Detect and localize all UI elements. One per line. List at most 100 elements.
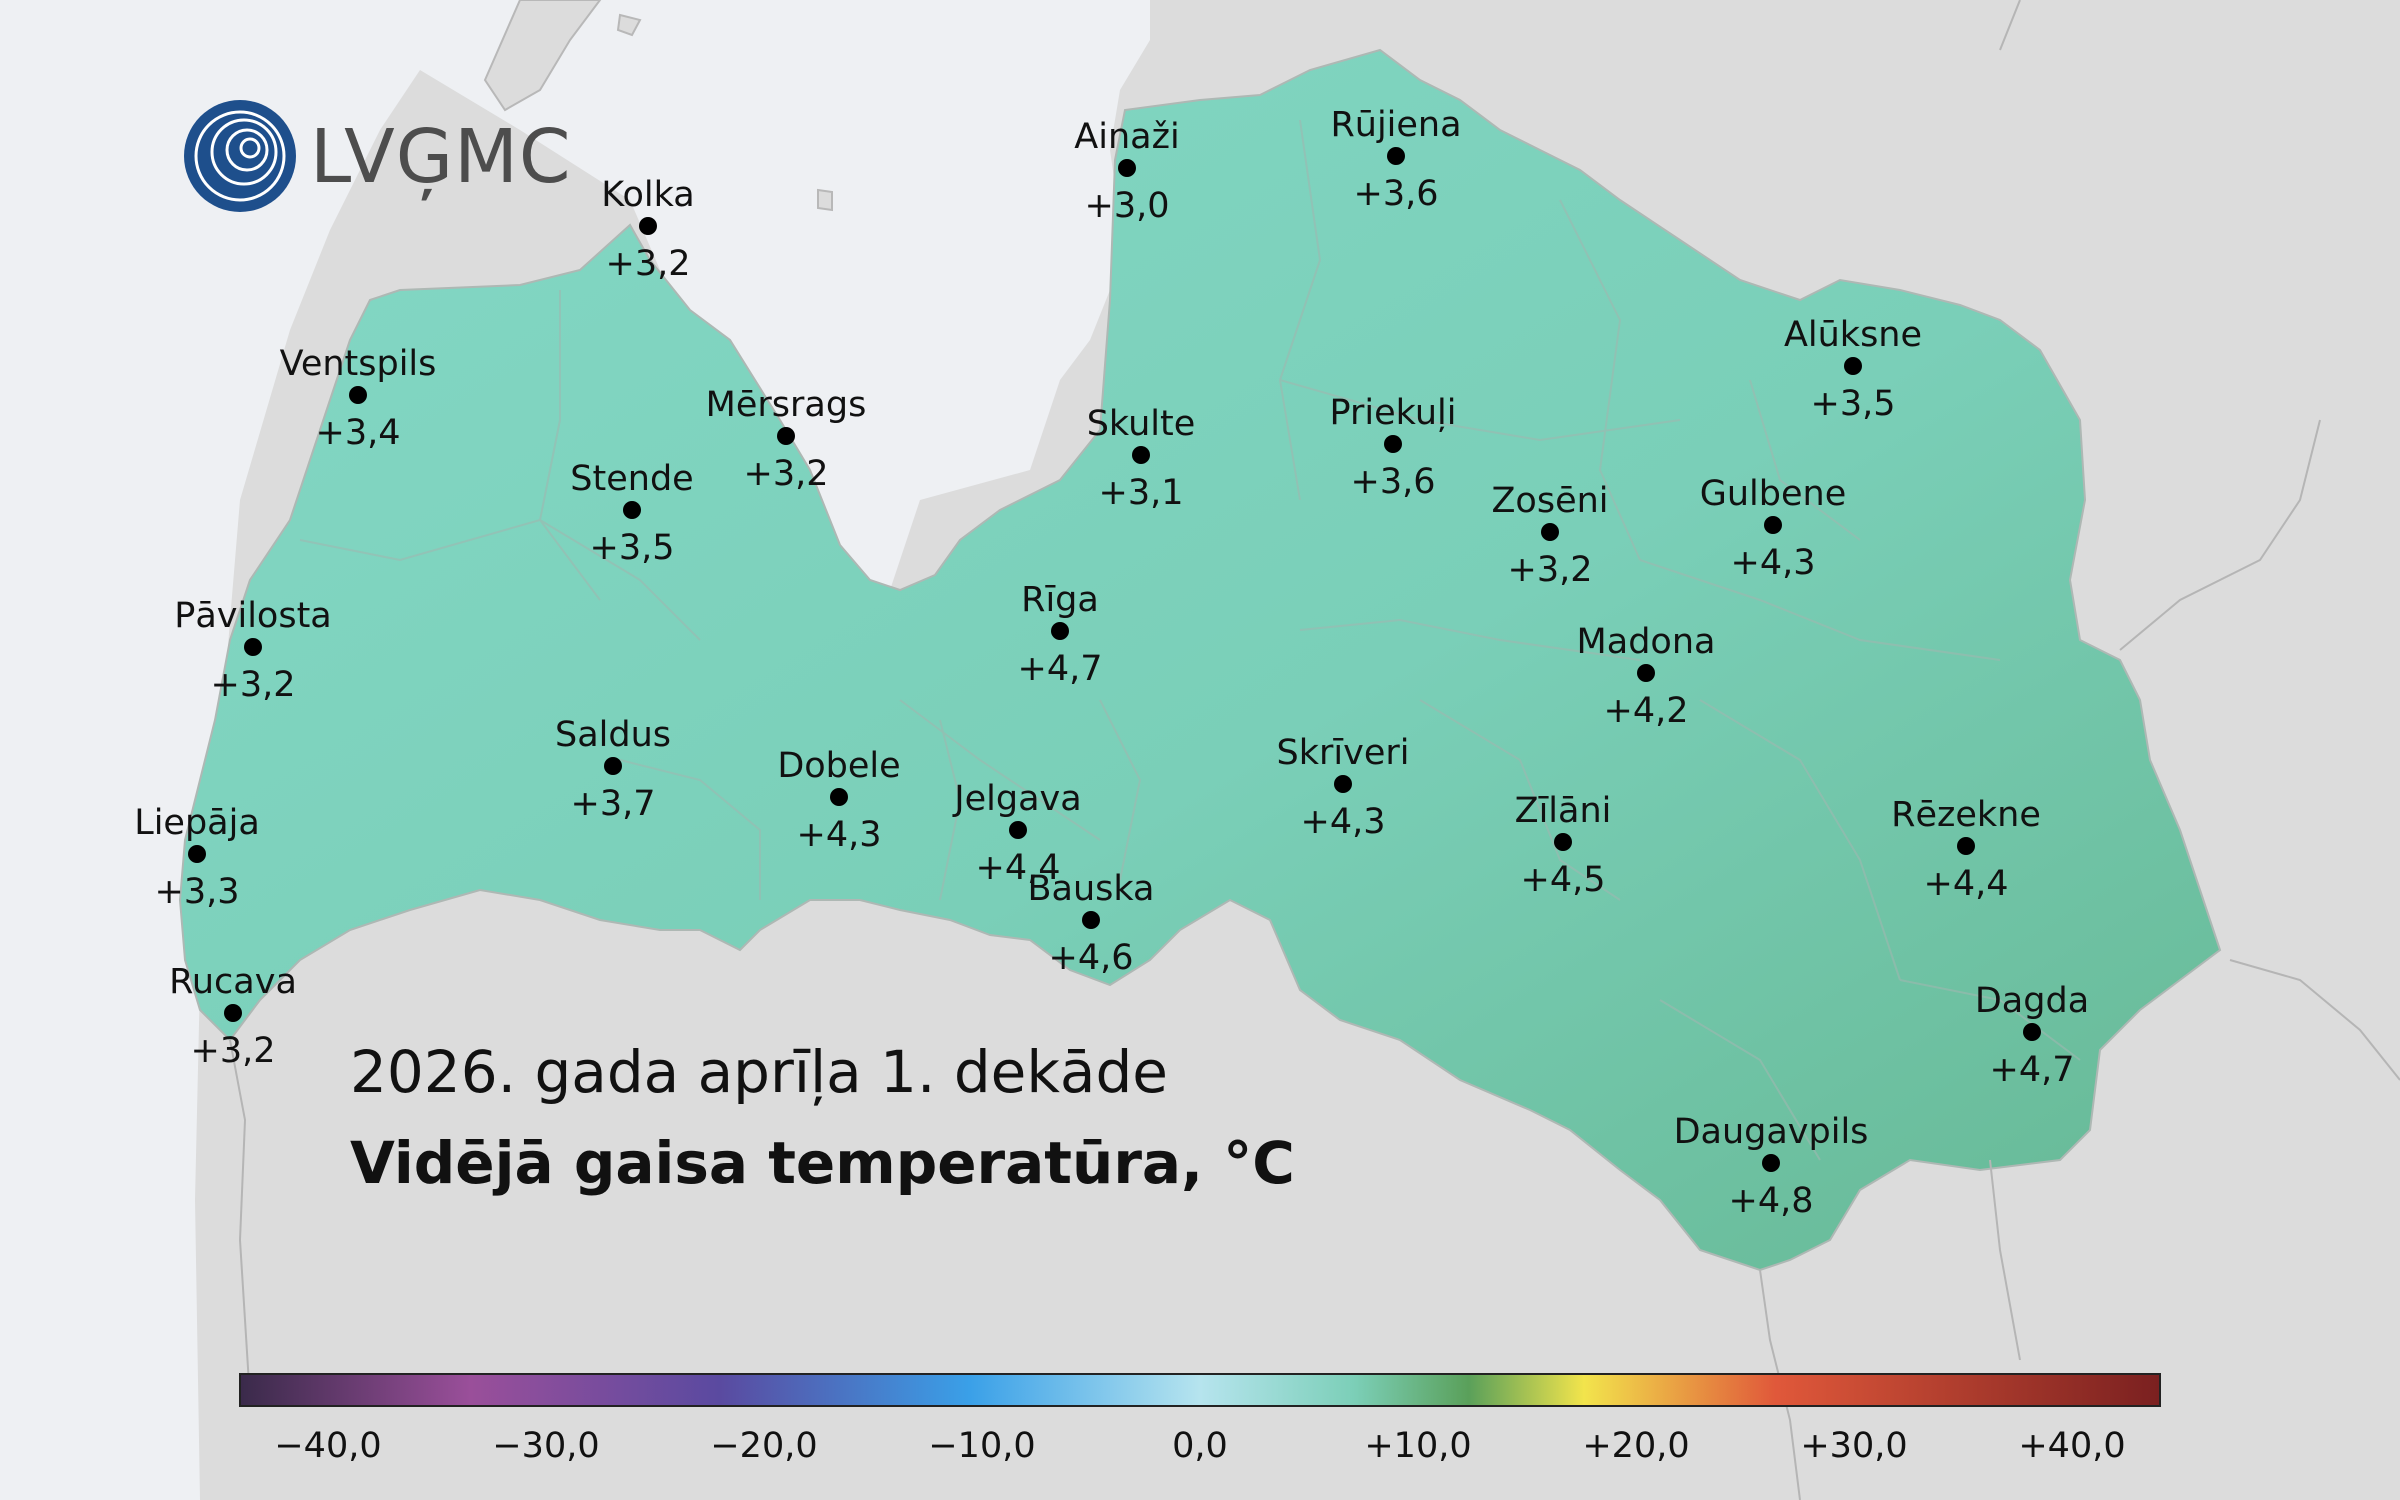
colorbar-tick-label: +30,0 [1800,1426,1907,1466]
station-marker [1051,622,1069,640]
station-skriveri: Skrīveri +4,3 [1277,733,1410,842]
station-name: Rucava [169,962,297,1002]
station-name: Ventspils [280,344,437,384]
station-jelgava: Jelgava +4,4 [952,779,1081,888]
station-marker [224,1004,242,1022]
station-name: Stende [570,459,693,499]
station-marker [1387,147,1405,165]
station-value: +4,4 [976,848,1061,888]
station-skulte: Skulte +3,1 [1087,404,1196,513]
station-value: +4,3 [797,815,882,855]
station-value: +4,8 [1729,1181,1814,1221]
colorbar-tick-label: −20,0 [710,1426,817,1466]
lvgmc-logo: LVĢMC [184,100,571,212]
station-name: Kolka [601,175,694,215]
station-kolka: Kolka +3,2 [601,175,694,284]
map-title: Vidējā gaisa temperatūra, °C [350,1129,1295,1197]
station-value: +3,7 [571,784,656,824]
station-value: +3,5 [590,528,675,568]
station-value: +3,6 [1354,174,1439,214]
station-name: Madona [1577,622,1716,662]
colorbar-tick-label: +10,0 [1364,1426,1471,1466]
station-name: Rīga [1021,580,1099,620]
station-name: Mērsrags [706,385,867,425]
station-zoseni: Zosēni +3,2 [1491,481,1608,590]
colorbar-gradient [239,1373,2161,1407]
station-marker [623,501,641,519]
station-value: +4,4 [1924,864,2009,904]
station-marker [244,638,262,656]
station-name: Jelgava [952,779,1081,819]
station-value: +4,3 [1731,543,1816,583]
island-saaremaa [483,0,602,112]
station-value: +3,2 [1508,550,1593,590]
station-dobele: Dobele +4,3 [777,746,900,855]
municipal-borders [299,119,2081,1161]
station-marker [1082,911,1100,929]
station-marker [2023,1023,2041,1041]
station-name: Liepāja [134,803,260,843]
station-rezekne: Rēzekne +4,4 [1891,795,2041,904]
colorbar-tick-label: −30,0 [492,1426,599,1466]
station-ventspils: Ventspils +3,4 [280,344,437,453]
station-marker [1009,821,1027,839]
station-name: Rūjiena [1330,105,1461,145]
station-value: +3,0 [1085,186,1170,226]
station-name: Dobele [777,746,900,786]
station-marker [1384,435,1402,453]
colorbar-tick-label: +40,0 [2018,1426,2125,1466]
station-marker [188,845,206,863]
station-name: Gulbene [1700,474,1847,514]
station-name: Rēzekne [1891,795,2041,835]
station-name: Skulte [1087,404,1196,444]
station-value: +4,6 [1049,938,1134,978]
station-value: +3,5 [1811,384,1896,424]
station-marker [1334,775,1352,793]
station-marker [1637,664,1655,682]
station-marker [349,386,367,404]
station-value: +3,2 [744,454,829,494]
latvia-territory [178,48,2222,1272]
station-name: Skrīveri [1277,733,1410,773]
station-value: +4,7 [1018,649,1103,689]
station-value: +3,2 [191,1031,276,1071]
station-value: +3,6 [1351,462,1436,502]
station-aluksne: Alūksne +3,5 [1784,315,1922,424]
station-value: +4,2 [1604,691,1689,731]
station-name: Daugavpils [1674,1112,1869,1152]
station-rujiena: Rūjiena +3,6 [1330,105,1461,214]
station-name: Zīlāni [1515,791,1612,831]
station-saldus: Saldus +3,7 [555,715,671,824]
island-small [616,13,642,37]
baltic-sea [0,0,1160,1500]
station-marker [1118,159,1136,177]
station-marker [1957,837,1975,855]
station-mersrags: Mērsrags +3,2 [706,385,867,494]
colorbar-tick-label: +20,0 [1582,1426,1689,1466]
station-daugavpils: Daugavpils +4,8 [1674,1112,1869,1221]
station-value: +3,1 [1099,473,1184,513]
station-zilani: Zīlāni +4,5 [1515,791,1612,900]
colorbar-tick-label: −40,0 [274,1426,381,1466]
station-name: Pāvilosta [174,596,332,636]
station-pavilosta: Pāvilosta +3,2 [174,596,332,705]
station-name: Alūksne [1784,315,1922,355]
station-value: +4,3 [1301,802,1386,842]
station-value: +3,4 [316,413,401,453]
stations: Kolka +3,2 Ainaži +3,0 Rūjiena +3,6 Ventspils +… [134,105,2089,1221]
station-marker [1541,523,1559,541]
station-name: Priekuļi [1330,393,1457,433]
station-value: +3,2 [211,665,296,705]
station-ainazi: Ainaži +3,0 [1074,117,1179,226]
station-marker [1764,516,1782,534]
station-marker [830,788,848,806]
colorbar-ticks: −40,0 −30,0 −20,0 −10,0 0,0 +10,0 +20,0 +30,0 +4… [274,1426,2125,1466]
station-name: Saldus [555,715,671,755]
station-value: +4,7 [1990,1050,2075,1090]
station-marker [639,217,657,235]
station-gulbene: Gulbene +4,3 [1700,474,1847,583]
station-marker [1132,446,1150,464]
station-name: Ainaži [1074,117,1179,157]
station-value: +3,2 [606,244,691,284]
